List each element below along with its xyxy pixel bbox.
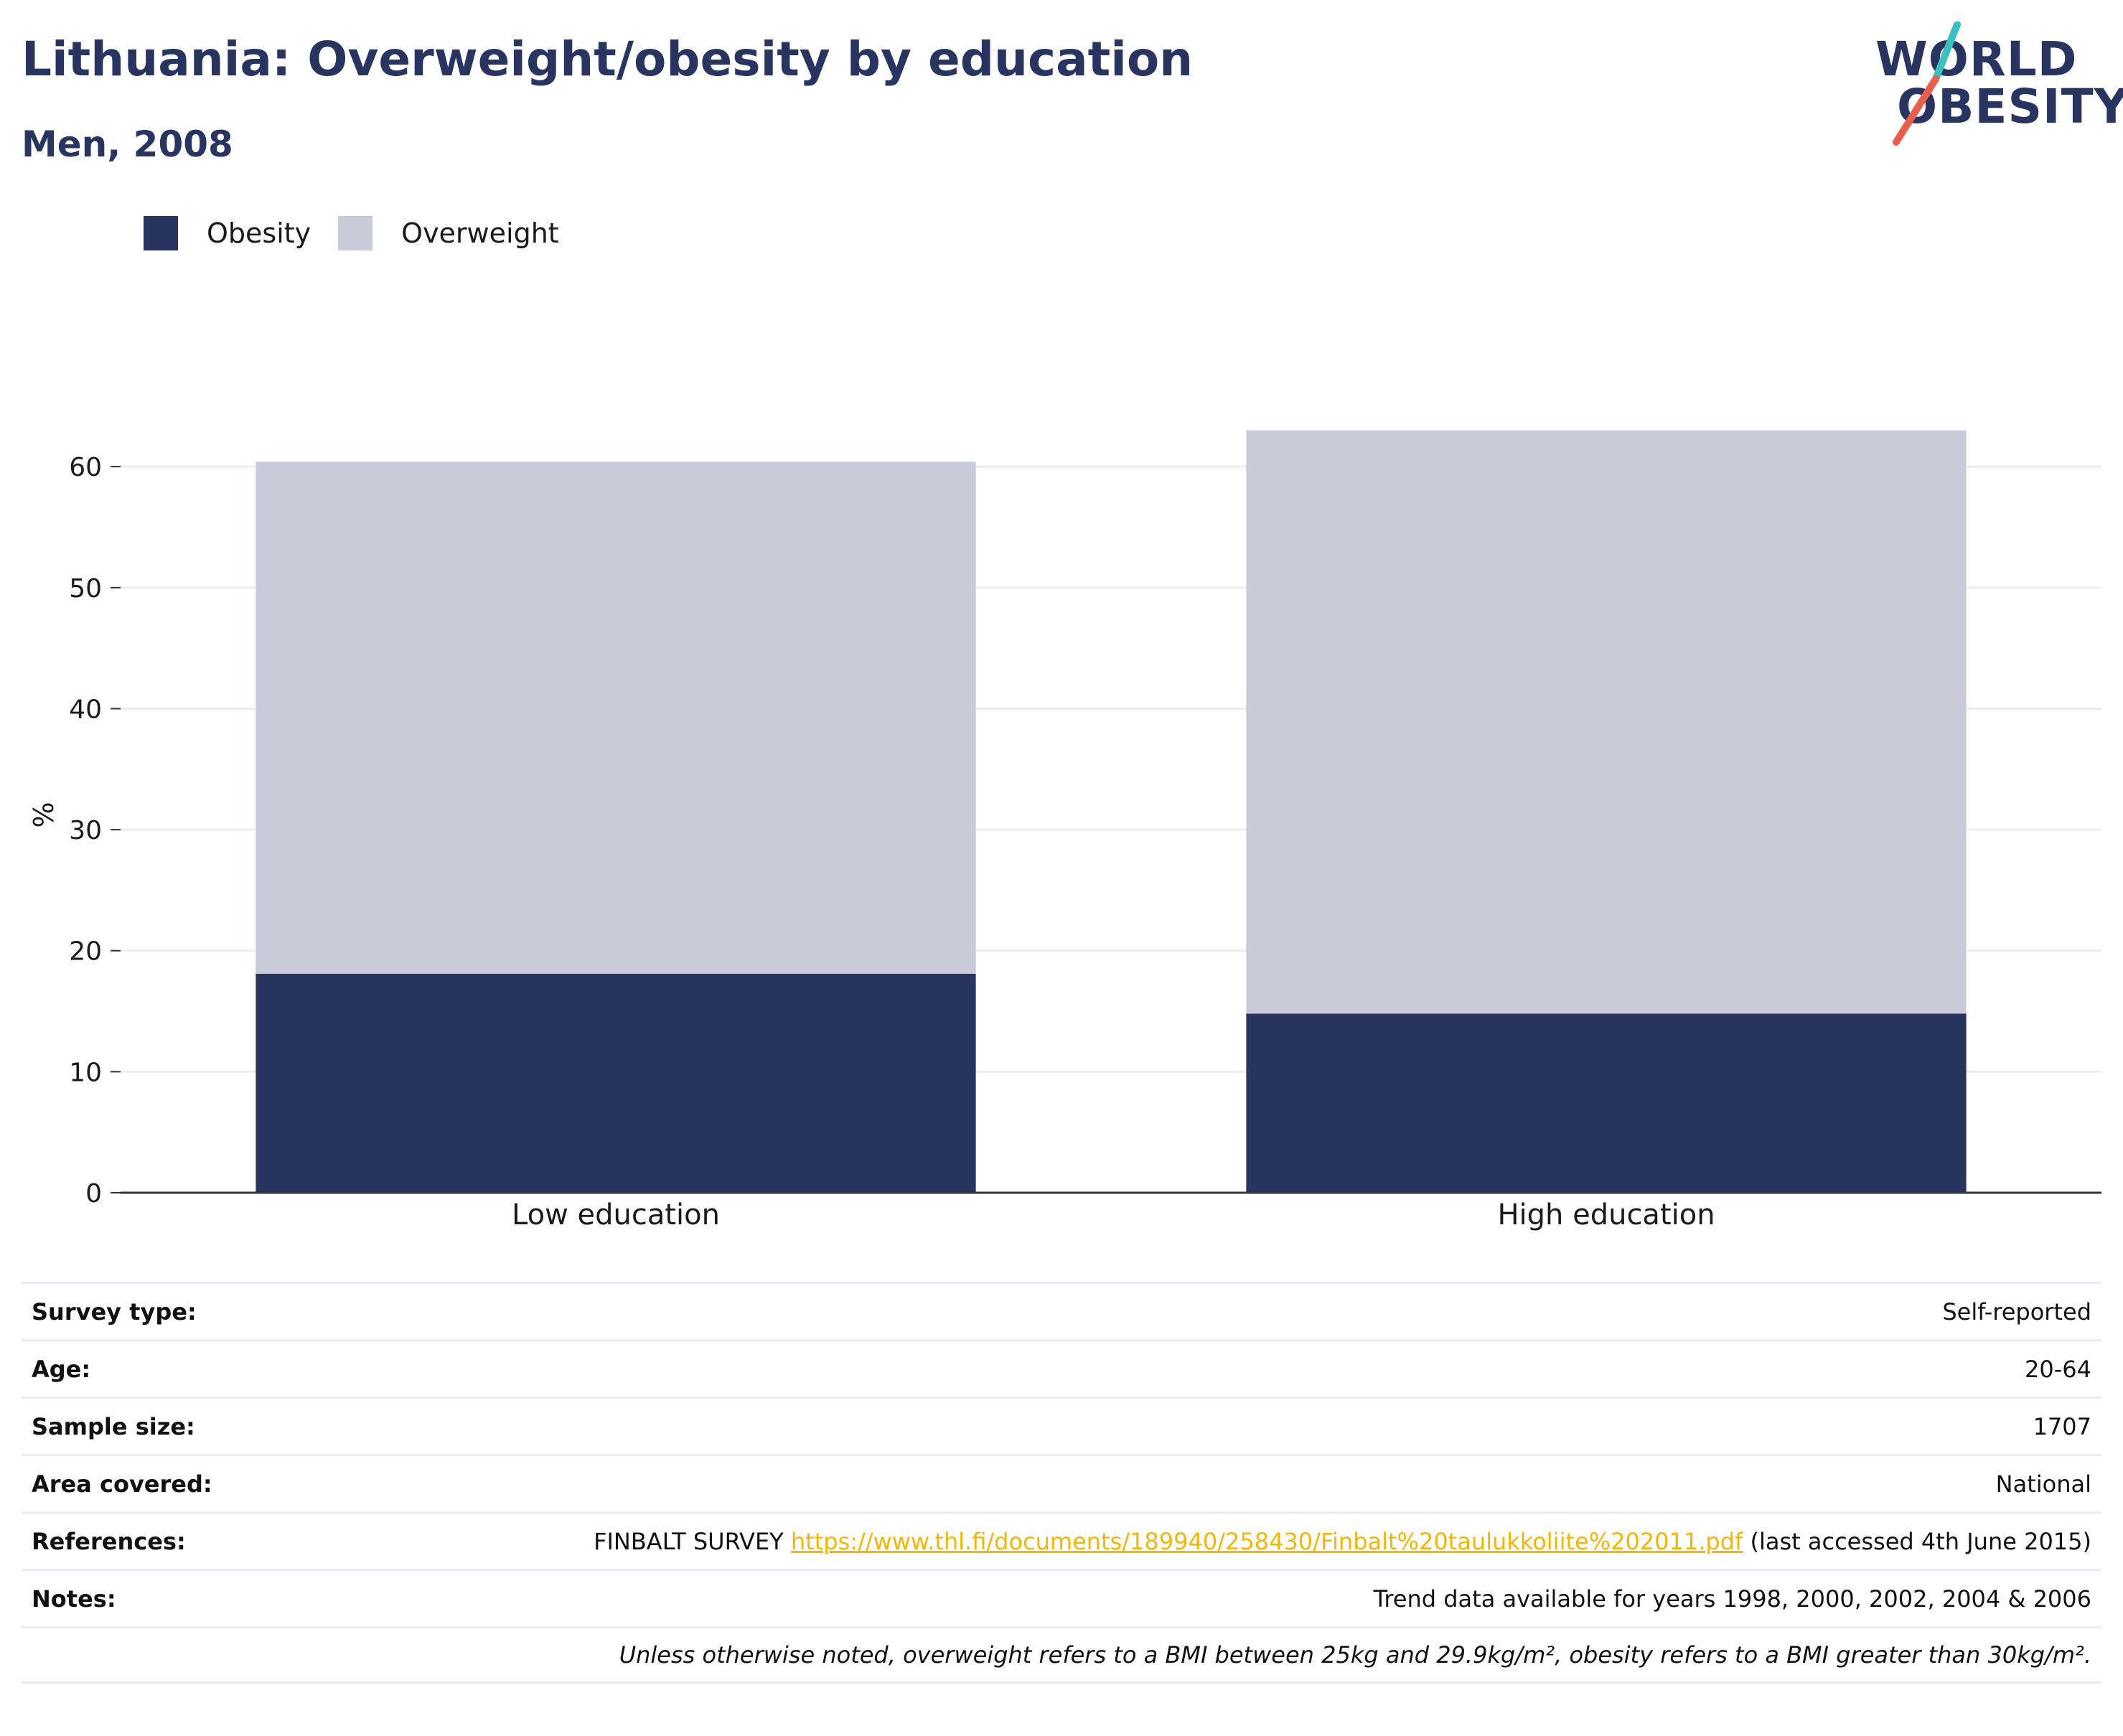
logo-slash-icon xyxy=(1893,22,1961,146)
y-tick-label: 0 xyxy=(85,1179,102,1209)
legend-label-obesity: Obesity xyxy=(207,217,311,249)
bar-overweight-low-education xyxy=(256,461,976,974)
legend-label-overweight: Overweight xyxy=(401,217,559,249)
info-row-survey-type: Survey type: Self-reported xyxy=(22,1282,2101,1339)
world-obesity-logo[interactable]: WORLD OBESITY xyxy=(1870,22,2123,151)
y-tick-label: 10 xyxy=(69,1058,102,1087)
info-key: Sample size: xyxy=(32,1412,195,1440)
bar-overweight-high-education xyxy=(1246,430,1967,1014)
legend-item-obesity[interactable]: Obesity xyxy=(144,216,311,250)
reference-link[interactable]: https://www.thl.fi/documents/189940/2584… xyxy=(790,1527,1743,1555)
references-value: FINBALT SURVEY https://www.thl.fi/docume… xyxy=(594,1528,2091,1555)
info-row-notes: Notes: Trend data available for years 19… xyxy=(22,1569,2101,1626)
info-value: 20-64 xyxy=(2025,1355,2091,1383)
logo-line-2: OBESITY xyxy=(1897,79,2123,134)
x-tick-label: High education xyxy=(1497,1198,1715,1231)
x-tick-label: Low education xyxy=(512,1198,720,1231)
logo-line-1: WORLD xyxy=(1875,32,2078,87)
chart-title: Lithuania: Overweight/obesity by educati… xyxy=(22,32,1194,87)
info-value: Self-reported xyxy=(1942,1298,2091,1326)
info-key: Age: xyxy=(32,1355,91,1383)
legend-swatch-overweight xyxy=(338,216,373,250)
y-tick-label: 50 xyxy=(69,574,102,604)
info-row-area-covered: Area covered: National xyxy=(22,1454,2101,1511)
bar-obesity-low-education xyxy=(256,973,976,1193)
chart-legend: Obesity Overweight xyxy=(144,215,586,251)
y-tick-label: 60 xyxy=(69,453,102,482)
info-key: References: xyxy=(32,1527,186,1555)
bar-chart: 0 10 20 30 40 50 60% Low education High educatio… xyxy=(28,430,2101,1231)
info-value: National xyxy=(1995,1470,2091,1498)
info-key: Notes: xyxy=(32,1585,116,1613)
legend-item-overweight[interactable]: Overweight xyxy=(338,216,559,250)
info-row-footnote: Unless otherwise noted, overweight refer… xyxy=(22,1626,2101,1684)
info-row-sample-size: Sample size: 1707 xyxy=(22,1397,2101,1454)
info-value: 1707 xyxy=(2033,1412,2091,1440)
info-row-age: Age: 20-64 xyxy=(22,1339,2101,1397)
y-tick-label: 30 xyxy=(69,816,102,845)
legend-swatch-obesity xyxy=(144,216,178,250)
reference-accessed: (last accessed 4th June 2015) xyxy=(1743,1527,2091,1555)
info-key: Area covered: xyxy=(32,1470,212,1498)
chart-subtitle: Men, 2008 xyxy=(22,123,233,165)
info-key: Survey type: xyxy=(32,1298,197,1326)
info-value: Trend data available for years 1998, 200… xyxy=(1373,1585,2091,1613)
bmi-definition-footnote: Unless otherwise noted, overweight refer… xyxy=(619,1641,2091,1669)
reference-source: FINBALT SURVEY xyxy=(594,1527,791,1555)
survey-info-table: Survey type: Self-reported Age: 20-64 Sa… xyxy=(22,1282,2101,1684)
info-row-references: References: FINBALT SURVEY https://www.t… xyxy=(22,1511,2101,1569)
y-tick-label: 20 xyxy=(69,937,102,967)
y-tick-label: 40 xyxy=(69,695,102,724)
bar-obesity-high-education xyxy=(1246,1013,1967,1193)
y-axis-title: % xyxy=(28,802,60,827)
